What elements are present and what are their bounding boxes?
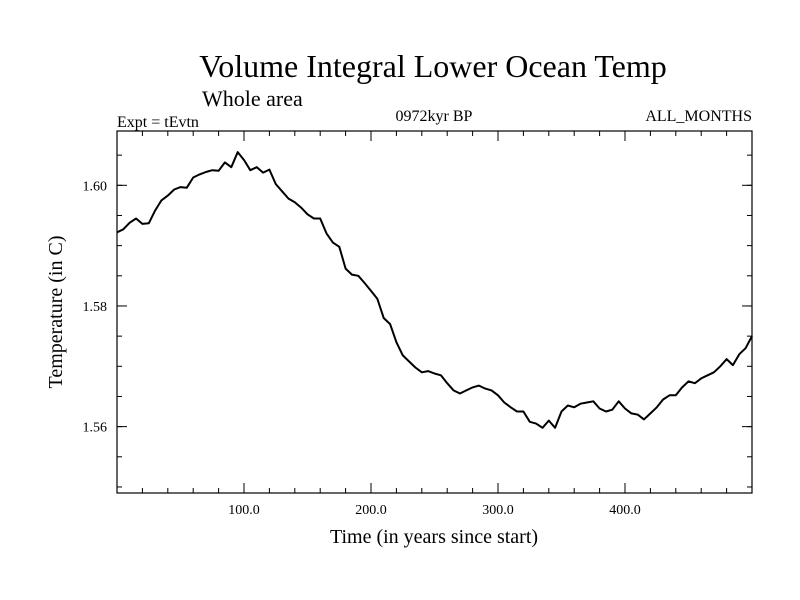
x-tick-label: 300.0 <box>482 503 514 518</box>
tick-labels: 100.0 200.0 300.0 400.0 1.56 1.58 1.60 <box>83 179 641 518</box>
x-tick-label: 200.0 <box>355 503 387 518</box>
series-line <box>116 151 753 429</box>
y-tick-label: 1.56 <box>83 421 108 436</box>
x-tick-label: 100.0 <box>228 503 260 518</box>
y-tick-label: 1.58 <box>83 300 108 315</box>
x-tick-label: 400.0 <box>609 503 641 518</box>
chart-title: Volume Integral Lower Ocean Temp <box>199 48 667 84</box>
chart-subtitle: Whole area <box>202 86 303 111</box>
plot-frame <box>116 130 753 494</box>
experiment-label: Expt = tEvtn <box>117 114 199 131</box>
date-label: 0972kyr BP <box>396 108 473 125</box>
y-axis-label: Temperature (in C) <box>45 236 67 389</box>
months-label: ALL_MONTHS <box>645 108 752 125</box>
axis-ticks <box>116 131 753 493</box>
y-tick-label: 1.60 <box>83 179 108 194</box>
x-axis-label: Time (in years since start) <box>330 526 538 548</box>
